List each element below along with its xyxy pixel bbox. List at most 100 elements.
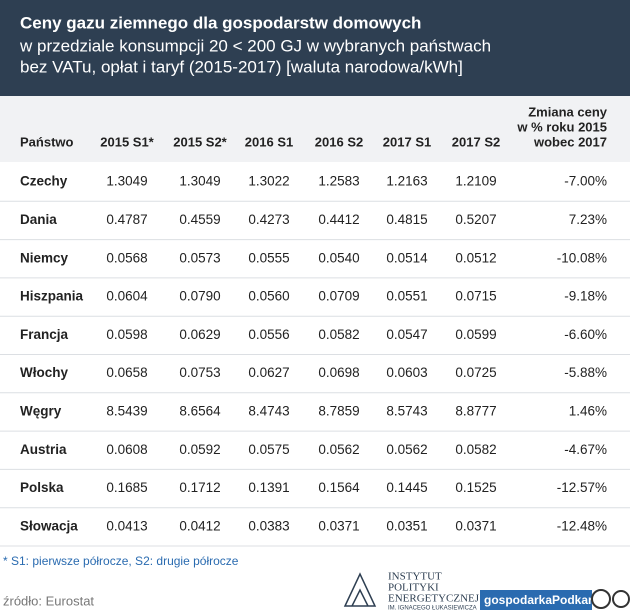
cell: 0.0575 — [248, 442, 289, 457]
column-header: 2015 S1* — [100, 134, 154, 149]
cell: -9.18% — [564, 289, 607, 304]
logo: INSTYTUT POLITYKI ENERGETYCZNEJ IM. IGNA… — [343, 571, 480, 612]
cell: 0.0658 — [106, 365, 147, 380]
column-header: Zmiana ceny — [528, 104, 608, 119]
country: Słowacja — [20, 518, 78, 533]
column-header: 2016 S1 — [245, 134, 293, 149]
country: Niemcy — [20, 250, 69, 265]
cell: 0.0598 — [106, 327, 147, 342]
cell: 1.3049 — [106, 174, 147, 189]
cell: 0.0573 — [179, 250, 220, 265]
cell: 0.0540 — [318, 250, 359, 265]
source: źródło: Eurostat — [3, 593, 94, 608]
cell: 8.5439 — [106, 404, 147, 419]
cell: 0.0582 — [318, 327, 359, 342]
cell: 0.1685 — [106, 480, 147, 495]
column-header: 2015 S2* — [173, 134, 227, 149]
cell: 0.4273 — [248, 212, 289, 227]
cell: 8.6564 — [179, 404, 221, 419]
cell: 0.0512 — [455, 250, 496, 265]
column-header: w % roku 2015 — [516, 119, 607, 134]
watermark-band — [480, 590, 592, 610]
cell: 0.0603 — [386, 365, 427, 380]
column-header: wobec 2017 — [533, 134, 607, 149]
cell: 1.46% — [569, 404, 607, 419]
logo-icon — [343, 572, 377, 607]
subtitle: bez VATu, opłat i taryf (2015-2017) [wal… — [20, 57, 463, 76]
cell: 1.2163 — [386, 174, 427, 189]
cell: 0.0547 — [386, 327, 427, 342]
cell: 0.0753 — [179, 365, 220, 380]
cell: 0.0604 — [106, 289, 148, 304]
cell: 7.23% — [569, 212, 607, 227]
cell: 1.3022 — [248, 174, 289, 189]
country: Dania — [20, 212, 57, 227]
country: Polska — [20, 480, 64, 495]
cell: 0.0698 — [318, 365, 359, 380]
cell: 0.0371 — [318, 518, 359, 533]
cell: 8.7859 — [318, 404, 359, 419]
cell: 0.0709 — [318, 289, 359, 304]
cell: 0.0555 — [248, 250, 289, 265]
cell: 0.0371 — [455, 518, 496, 533]
cell: -7.00% — [564, 174, 607, 189]
cell: 0.1564 — [318, 480, 360, 495]
cell: 0.0413 — [106, 518, 147, 533]
cell: 0.0629 — [179, 327, 220, 342]
cell: 8.8777 — [455, 404, 496, 419]
cell: 0.0592 — [179, 442, 220, 457]
cell: 0.0599 — [455, 327, 496, 342]
cell: 0.0725 — [455, 365, 496, 380]
header-band — [0, 0, 630, 96]
cell: 0.0790 — [179, 289, 220, 304]
cell: -10.08% — [557, 250, 607, 265]
cell: 0.5207 — [455, 212, 496, 227]
cell: 0.1391 — [248, 480, 289, 495]
cell: 0.0412 — [179, 518, 220, 533]
cell: 0.0627 — [248, 365, 289, 380]
cell: 0.0351 — [386, 518, 427, 533]
cell: 0.0383 — [248, 518, 289, 533]
logo-text: ENERGETYCZNEJ — [388, 593, 480, 605]
cell: 0.1712 — [179, 480, 220, 495]
cell: -12.57% — [557, 480, 607, 495]
cell: 0.0556 — [248, 327, 289, 342]
cell: -12.48% — [557, 518, 607, 533]
column-header: 2017 S2 — [452, 134, 500, 149]
country: Hiszpania — [20, 289, 84, 304]
cell: 0.0608 — [106, 442, 147, 457]
cell: 0.1525 — [455, 480, 496, 495]
cell: 0.0715 — [455, 289, 496, 304]
cell: 0.4559 — [179, 212, 220, 227]
license-icon — [591, 589, 611, 609]
cell: 0.1445 — [386, 480, 427, 495]
cell: 0.0560 — [248, 289, 289, 304]
country: Węgry — [20, 404, 62, 419]
cell: 1.2583 — [318, 174, 359, 189]
cell: 0.4412 — [318, 212, 359, 227]
watermark: gospodarkaPodkarpacka — [484, 593, 627, 607]
license-icon — [612, 590, 630, 608]
cell: 0.0562 — [318, 442, 359, 457]
cell: 8.5743 — [386, 404, 427, 419]
cell: 0.0514 — [386, 250, 428, 265]
cell: 1.3049 — [179, 174, 220, 189]
cell: 0.4787 — [106, 212, 147, 227]
title: Ceny gazu ziemnego dla gospodarstw domow… — [20, 13, 421, 32]
logo-text: IM. IGNACEGO ŁUKASIEWICZA — [388, 606, 477, 612]
cell: -4.67% — [564, 442, 607, 457]
country: Francja — [20, 327, 69, 342]
subtitle: w przedziale konsumpcji 20 < 200 GJ w wy… — [19, 36, 491, 55]
cell: 1.2109 — [455, 174, 496, 189]
column-header-band — [0, 96, 630, 162]
country: Czechy — [20, 174, 68, 189]
logo-text: INSTYTUT — [388, 571, 442, 583]
country: Austria — [20, 442, 67, 457]
cell: 0.0582 — [455, 442, 496, 457]
cell: 0.0568 — [106, 250, 147, 265]
logo-text: POLITYKI — [388, 582, 439, 594]
cell: 0.0562 — [386, 442, 427, 457]
cell: 0.4815 — [386, 212, 427, 227]
column-header: Państwo — [20, 134, 74, 149]
